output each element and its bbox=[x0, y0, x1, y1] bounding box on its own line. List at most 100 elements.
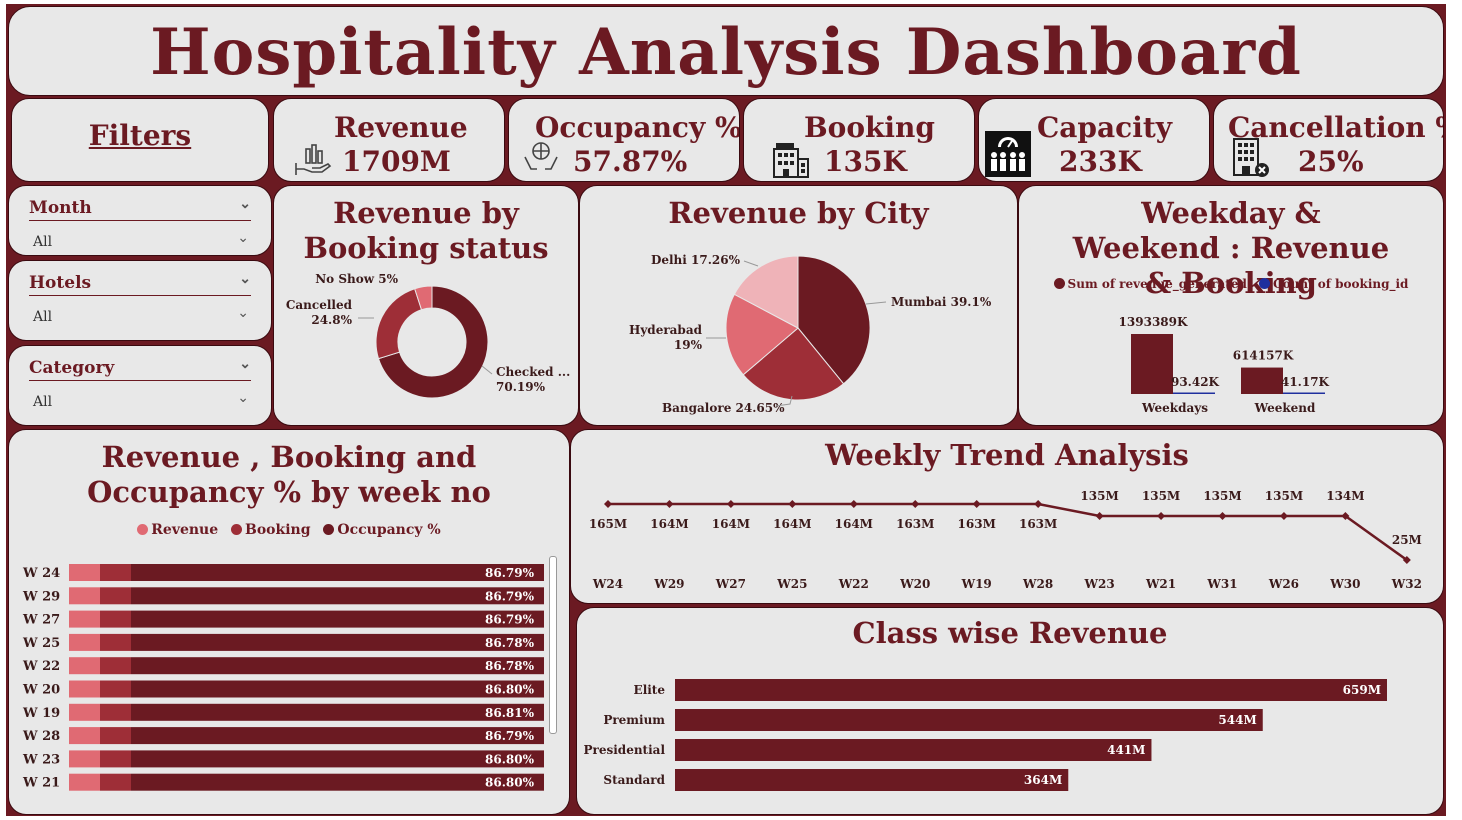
booking-bar bbox=[1283, 392, 1325, 394]
data-label: 164M bbox=[773, 517, 811, 531]
data-label: 86.79% bbox=[485, 613, 535, 627]
leader-line bbox=[865, 301, 887, 305]
chevron-down-icon[interactable]: ⌄ bbox=[239, 196, 251, 212]
slicer-value[interactable]: All bbox=[33, 309, 53, 325]
data-label: 25M bbox=[1392, 533, 1422, 547]
title-card: Hospitality Analysis Dashboard bbox=[8, 6, 1444, 96]
data-point bbox=[1095, 512, 1104, 520]
kpi-label: Revenue bbox=[334, 111, 468, 144]
occupancy-bar bbox=[131, 703, 544, 721]
tick-label: Elite bbox=[634, 683, 666, 697]
booking-bar bbox=[100, 703, 131, 721]
data-label: 86.80% bbox=[485, 752, 535, 766]
tick-label: W 22 bbox=[22, 659, 60, 674]
revenue-bar bbox=[69, 727, 100, 745]
leader-line bbox=[775, 395, 793, 407]
class-bar bbox=[675, 679, 1387, 701]
data-label: 164M bbox=[835, 517, 873, 531]
data-label: 659M bbox=[1343, 683, 1381, 697]
tick-label: W20 bbox=[899, 577, 930, 591]
chevron-down-icon[interactable]: ⌄ bbox=[239, 271, 251, 287]
tick-label: W 20 bbox=[22, 683, 60, 698]
slice-label: Cancelled bbox=[286, 298, 353, 312]
tick-label: Premium bbox=[603, 713, 665, 727]
tick-label: W21 bbox=[1145, 577, 1176, 591]
kpi-card-booking: Booking 135K bbox=[743, 98, 975, 182]
data-point bbox=[1157, 512, 1166, 520]
slice-label: 19% bbox=[674, 338, 703, 352]
slicer-label: Month bbox=[29, 198, 92, 218]
slicer-value[interactable]: All bbox=[33, 234, 53, 250]
booking-bar bbox=[100, 564, 131, 581]
occupancy-bar bbox=[131, 750, 544, 768]
data-label: 86.78% bbox=[485, 636, 535, 650]
chevron-down-icon[interactable]: ⌄ bbox=[239, 356, 251, 372]
data-label: 86.79% bbox=[485, 589, 535, 603]
class-bar bbox=[675, 709, 1263, 731]
category-slicer-header[interactable]: Category ⌄ bbox=[29, 356, 251, 381]
scrollbar[interactable] bbox=[549, 556, 557, 734]
chevron-down-icon[interactable]: ⌄ bbox=[237, 390, 249, 406]
kpi-value: 1709M bbox=[342, 145, 451, 178]
occupancy-bar bbox=[131, 610, 544, 628]
hotels-slicer-header[interactable]: Hotels ⌄ bbox=[29, 271, 251, 296]
data-label: 41.17K bbox=[1281, 375, 1330, 389]
legend-label: Revenue bbox=[151, 522, 219, 538]
chart-title: Weekday & Weekend : Revenue & Booking bbox=[1072, 196, 1390, 300]
data-label: 163M bbox=[1019, 517, 1057, 531]
leader-line bbox=[743, 260, 759, 267]
data-label: 364M bbox=[1024, 773, 1062, 787]
tick-label: W 29 bbox=[22, 589, 60, 604]
tick-label: W24 bbox=[592, 577, 623, 591]
month-slicer-header[interactable]: Month ⌄ bbox=[29, 196, 251, 221]
tick-label: W22 bbox=[838, 577, 869, 591]
chevron-down-icon[interactable]: ⌄ bbox=[237, 230, 249, 246]
occupancy-bar bbox=[131, 587, 544, 605]
tick-label: W29 bbox=[653, 577, 684, 591]
weekly-trend-line-chart: 165M W24 164M W29 164M W27 164M W25 164M W22 163M W… bbox=[589, 489, 1422, 591]
data-point bbox=[788, 500, 797, 508]
category-slicer[interactable]: Category ⌄ All ⌄ bbox=[8, 345, 272, 426]
revenue-bar bbox=[1241, 367, 1283, 394]
month-slicer[interactable]: Month ⌄ All ⌄ bbox=[8, 185, 272, 256]
trend-line bbox=[608, 502, 1408, 562]
donut-slice bbox=[377, 285, 489, 399]
data-point bbox=[1279, 512, 1288, 520]
class-bar bbox=[675, 739, 1152, 761]
booking-bar bbox=[100, 633, 131, 651]
slice-label: Checked ... bbox=[496, 365, 570, 379]
slice-label: 24.8% bbox=[311, 313, 352, 327]
week-occupancy-bar-chart: W 24 86.79% W 29 86.79% W 27 86.79% W 25 86.78%… bbox=[22, 564, 544, 791]
tick-label: W 24 bbox=[22, 566, 60, 581]
data-point bbox=[911, 500, 920, 508]
tick-label: Standard bbox=[603, 773, 665, 787]
data-label: 93.42K bbox=[1171, 375, 1220, 389]
tick-label: W31 bbox=[1206, 577, 1237, 591]
chart-title: Weekly Trend Analysis bbox=[825, 438, 1189, 472]
data-point bbox=[972, 500, 981, 508]
chart-title: Revenue , Booking and Occupancy % by wee… bbox=[87, 440, 491, 509]
legend-label: Sum of revenue_generated bbox=[1067, 277, 1247, 291]
tick-label: W23 bbox=[1084, 577, 1115, 591]
legend-dot bbox=[137, 524, 149, 535]
revenue-bar bbox=[69, 633, 100, 651]
tick-label: W25 bbox=[776, 577, 807, 591]
slicer-value[interactable]: All bbox=[33, 394, 53, 410]
data-label: 165M bbox=[589, 517, 627, 531]
legend-dot bbox=[1259, 278, 1271, 289]
pie-slice bbox=[725, 293, 799, 376]
data-label: 135M bbox=[1265, 489, 1303, 503]
chevron-down-icon[interactable]: ⌄ bbox=[237, 305, 249, 321]
slicer-label: Category bbox=[29, 358, 115, 378]
slice-label: Bangalore 24.65% bbox=[662, 401, 785, 415]
filters-title: Filters bbox=[88, 119, 192, 152]
revenue-bar bbox=[69, 657, 100, 675]
kpi-card-occupancy: Occupancy % 57.87% bbox=[508, 98, 740, 182]
leader-line bbox=[481, 365, 493, 375]
hotels-slicer[interactable]: Hotels ⌄ All ⌄ bbox=[8, 260, 272, 341]
legend-label: Count of booking_id bbox=[1273, 277, 1409, 291]
data-point bbox=[1341, 512, 1350, 520]
data-label: 614157K bbox=[1233, 349, 1294, 363]
revenue-bar bbox=[69, 610, 100, 628]
kpi-value: 25% bbox=[1298, 145, 1364, 178]
